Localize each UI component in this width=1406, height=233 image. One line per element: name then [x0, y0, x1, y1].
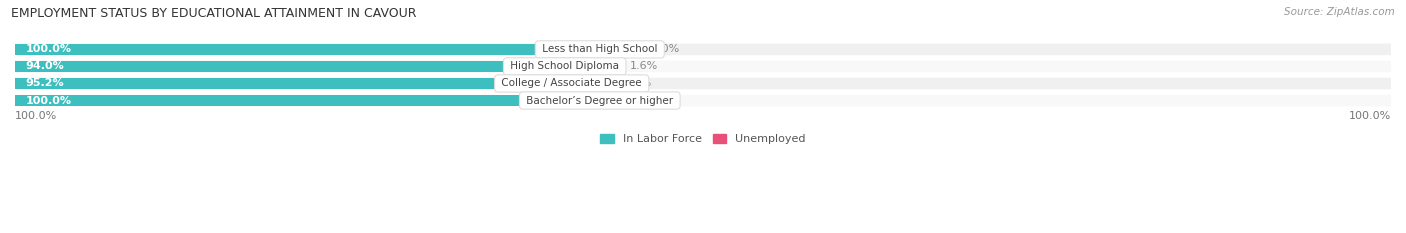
Text: College / Associate Degree: College / Associate Degree — [498, 79, 645, 89]
FancyBboxPatch shape — [1, 95, 1405, 106]
Bar — [15, 95, 600, 106]
Text: 94.0%: 94.0% — [25, 62, 65, 72]
Bar — [15, 44, 600, 55]
Text: 100.0%: 100.0% — [25, 96, 72, 106]
FancyBboxPatch shape — [1, 78, 1405, 89]
Bar — [586, 44, 641, 55]
Bar — [15, 78, 572, 89]
Bar — [558, 78, 613, 89]
Bar — [586, 95, 641, 106]
Text: Source: ZipAtlas.com: Source: ZipAtlas.com — [1284, 7, 1395, 17]
Text: 0.0%: 0.0% — [651, 96, 679, 106]
Text: 0.0%: 0.0% — [623, 79, 651, 89]
Text: High School Diploma: High School Diploma — [508, 62, 623, 72]
Text: 1.6%: 1.6% — [630, 62, 658, 72]
Text: 100.0%: 100.0% — [1348, 111, 1391, 121]
Bar — [15, 95, 600, 106]
Text: 0.0%: 0.0% — [651, 44, 679, 54]
Bar — [15, 44, 600, 55]
Text: 100.0%: 100.0% — [15, 111, 58, 121]
Text: Bachelor’s Degree or higher: Bachelor’s Degree or higher — [523, 96, 676, 106]
Legend: In Labor Force, Unemployed: In Labor Force, Unemployed — [600, 134, 806, 144]
Text: 95.2%: 95.2% — [25, 79, 63, 89]
Text: EMPLOYMENT STATUS BY EDUCATIONAL ATTAINMENT IN CAVOUR: EMPLOYMENT STATUS BY EDUCATIONAL ATTAINM… — [11, 7, 416, 20]
Bar — [15, 61, 565, 72]
Text: 100.0%: 100.0% — [25, 44, 72, 54]
Bar — [551, 61, 620, 72]
FancyBboxPatch shape — [1, 44, 1405, 55]
Bar — [15, 78, 600, 89]
FancyBboxPatch shape — [1, 61, 1405, 72]
Text: Less than High School: Less than High School — [538, 44, 661, 54]
Bar — [15, 61, 600, 72]
